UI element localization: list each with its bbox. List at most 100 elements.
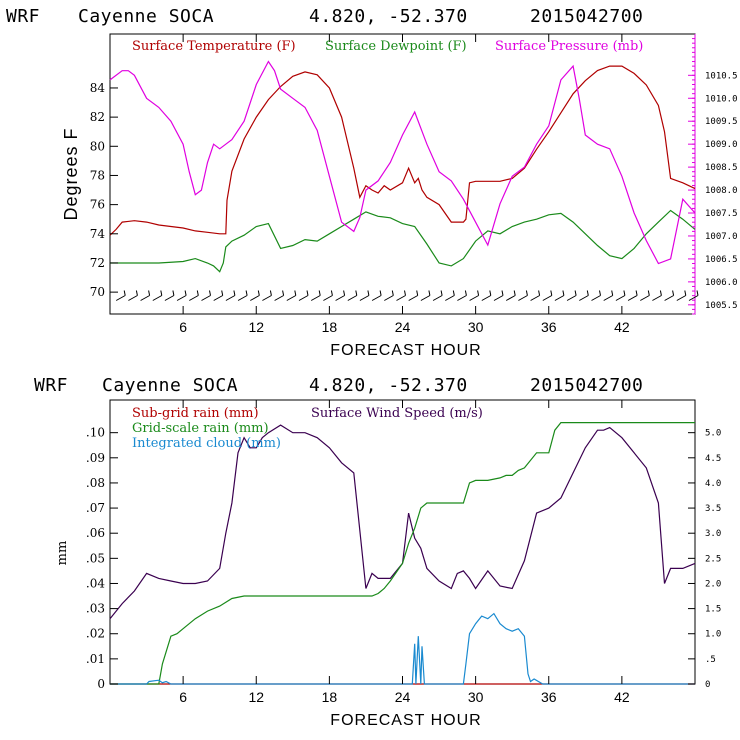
y2-tick-label: 4.5 <box>705 454 721 464</box>
y-tick-label: .03 <box>86 602 105 616</box>
y2-tick-label: 1007.5 <box>705 209 738 219</box>
wind-barb <box>225 290 236 301</box>
wind-barb <box>115 290 126 301</box>
y-tick-label: .01 <box>86 652 105 666</box>
y-tick-label: 70 <box>90 285 105 299</box>
legend-pressure: Surface Pressure (mb) <box>495 39 643 54</box>
y2-tick-label: 5.0 <box>705 429 721 439</box>
y2-tick-label: 1005.5 <box>705 301 738 311</box>
wind-barb <box>676 290 687 301</box>
wind-barb <box>323 290 333 301</box>
wind-barb <box>371 290 382 301</box>
legend-gridscale-rain: Grid-scale rain (mm) <box>132 421 269 436</box>
chart2-header-model: WRF <box>34 375 68 396</box>
wind-barb <box>347 290 358 301</box>
wind-barb <box>664 290 675 301</box>
wind-barb <box>542 290 553 301</box>
y-tick-label: .08 <box>86 476 105 490</box>
chart1-series-surface-pressure-mb <box>109 60 696 265</box>
chart1-header-coords: 4.820, -52.370 <box>309 6 468 27</box>
y-tick-label: 74 <box>90 227 106 241</box>
wind-barb <box>274 290 285 301</box>
chart1-series-surface-dewpoint-f <box>110 209 696 273</box>
y-tick-label: 82 <box>90 110 105 124</box>
wind-barb <box>176 290 187 301</box>
y2-tick-label: 1009.5 <box>705 117 738 127</box>
x-tick-label: 6 <box>179 689 187 705</box>
x-tick-label: 24 <box>395 689 411 705</box>
chart2-series-grid-scale-rain-mm <box>110 422 695 685</box>
y2-tick-label: 1008.5 <box>705 163 738 173</box>
x-tick-label: 36 <box>541 689 557 705</box>
y2-tick-label: 2.0 <box>705 579 721 589</box>
y-tick-label: 72 <box>90 256 105 270</box>
chart1-frame <box>109 33 696 315</box>
wind-barb <box>408 290 419 301</box>
y-tick-label: .07 <box>86 501 105 515</box>
legend-temperature: Surface Temperature (F) <box>132 39 296 54</box>
y-tick-label: .02 <box>86 627 105 641</box>
wind-barb <box>432 290 443 301</box>
wind-barb <box>384 290 394 301</box>
wind-barb <box>505 290 516 301</box>
wind-barb <box>310 290 321 301</box>
y2-tick-label: 1.0 <box>705 630 721 640</box>
y-tick-label: .10 <box>86 426 105 440</box>
x-tick-label: 42 <box>614 689 630 705</box>
wind-barb <box>140 290 151 301</box>
wind-barb <box>566 290 577 301</box>
chart2-series-surface-wind-speed-m-s <box>109 424 696 620</box>
chart1-header-station: Cayenne SOCA <box>78 6 214 27</box>
wind-barb <box>603 290 614 301</box>
legend-subgrid-rain: Sub-grid rain (mm) <box>132 406 259 421</box>
x-tick-label: 24 <box>395 319 411 335</box>
x-tick-label: 18 <box>322 319 338 335</box>
chart2-header-coords: 4.820, -52.370 <box>309 375 468 396</box>
wind-barb <box>164 290 175 301</box>
y-tick-label: 78 <box>90 168 105 182</box>
y2-tick-label: .5 <box>705 655 716 665</box>
y2-tick-label: 1010.5 <box>705 71 738 81</box>
wind-barb <box>262 290 272 301</box>
y2-tick-label: 3.5 <box>705 504 721 514</box>
wind-barb <box>189 290 199 301</box>
chart1-y-axis-label: Degrees F <box>61 127 81 220</box>
chart2-series-integrated-cloud-mm <box>110 612 695 685</box>
y2-tick-label: 1009.0 <box>705 140 738 150</box>
y2-tick-label: 1.5 <box>705 605 721 615</box>
y2-tick-label: 1010.0 <box>705 94 738 104</box>
chart1-header-model: WRF <box>6 6 40 27</box>
y2-tick-label: 1006.0 <box>705 278 738 288</box>
y2-tick-label: 1006.5 <box>705 255 738 265</box>
wind-barb <box>286 290 297 301</box>
wind-barb <box>688 290 699 301</box>
wind-barb <box>213 290 224 301</box>
chart1-x-axis-label: FORECAST HOUR <box>330 342 481 359</box>
y-tick-label: 76 <box>90 198 105 212</box>
y-tick-label: .09 <box>86 451 105 465</box>
wind-barb <box>152 290 163 301</box>
wind-barb <box>359 290 370 301</box>
wind-barb <box>627 290 638 301</box>
wind-barb <box>481 290 492 301</box>
wind-barb <box>237 290 248 301</box>
y-tick-label: 80 <box>90 139 105 153</box>
x-tick-label: 18 <box>322 689 338 705</box>
y2-tick-label: 1007.0 <box>705 232 738 242</box>
chart1-header-date: 2015042700 <box>530 6 643 27</box>
chart2-header-station: Cayenne SOCA <box>102 375 238 396</box>
wind-barb <box>457 290 467 301</box>
y2-tick-label: 0 <box>705 680 710 690</box>
x-tick-label: 30 <box>468 689 484 705</box>
legend-dewpoint: Surface Dewpoint (F) <box>325 39 467 54</box>
wind-barb <box>445 290 455 301</box>
wind-barb <box>530 290 541 301</box>
wind-barb <box>201 290 211 301</box>
x-tick-label: 12 <box>248 689 264 705</box>
y-tick-label: .06 <box>86 526 105 540</box>
x-tick-label: 12 <box>248 319 264 335</box>
chart2-x-axis-label: FORECAST HOUR <box>330 712 481 729</box>
wind-barb <box>652 290 662 301</box>
wind-barb <box>420 290 431 301</box>
